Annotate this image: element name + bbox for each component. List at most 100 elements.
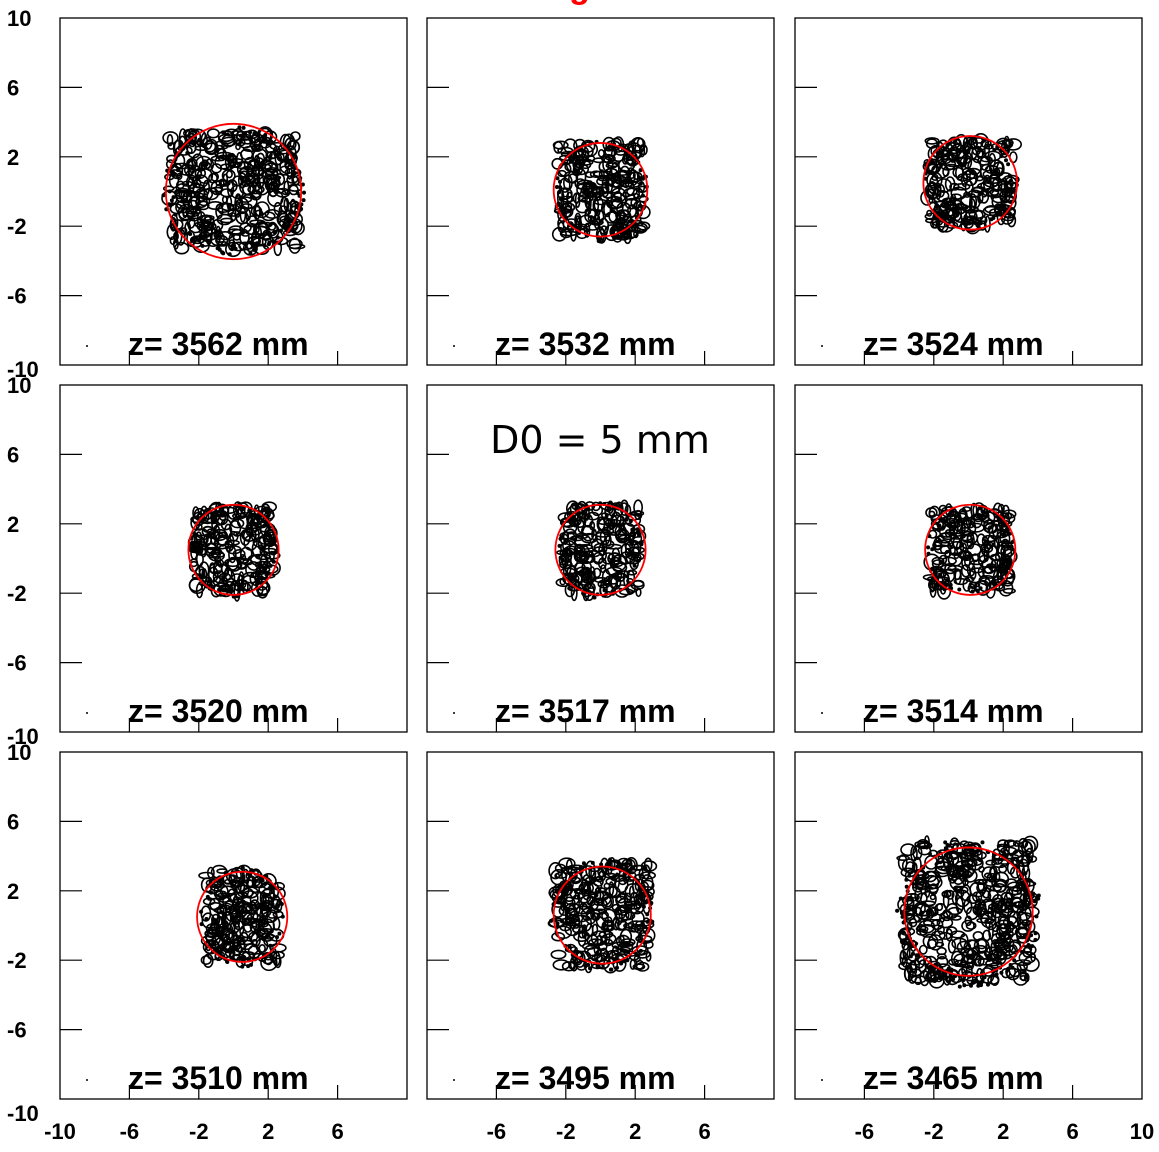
contour-mark bbox=[991, 900, 1007, 914]
contour-mark bbox=[583, 882, 600, 896]
contour-mark bbox=[254, 571, 268, 585]
contour-mark bbox=[225, 241, 242, 258]
contour-dot bbox=[185, 151, 190, 155]
contour-mark bbox=[590, 930, 608, 947]
contour-dot bbox=[1024, 887, 1028, 892]
contour-mark bbox=[918, 944, 928, 955]
contour-mark bbox=[1003, 892, 1014, 907]
contour-mark bbox=[165, 159, 176, 170]
contour-dot bbox=[268, 943, 273, 948]
contour-mark bbox=[201, 215, 215, 231]
contour-dot bbox=[238, 133, 243, 138]
contour-mark bbox=[971, 553, 980, 563]
contour-dot bbox=[194, 236, 199, 240]
contour-mark bbox=[986, 906, 995, 919]
contour-dot bbox=[560, 557, 565, 562]
contour-dot bbox=[301, 198, 306, 203]
contour-dot bbox=[1032, 899, 1037, 904]
contour-mark bbox=[204, 142, 219, 156]
contour-mark bbox=[220, 928, 235, 946]
contour-dot bbox=[645, 919, 650, 924]
contour-dot bbox=[564, 559, 569, 564]
contour-dot bbox=[1009, 852, 1014, 857]
contour-dot bbox=[985, 511, 990, 516]
contour-dot bbox=[266, 523, 270, 528]
contour-mark bbox=[1004, 933, 1012, 944]
contour-mark bbox=[606, 196, 623, 203]
contour-dot bbox=[943, 846, 948, 851]
contour-dot bbox=[197, 237, 202, 242]
x-tick-label: -2 bbox=[556, 1119, 576, 1144]
contour-dot bbox=[247, 136, 252, 141]
contour-mark bbox=[601, 539, 615, 549]
contour-mark bbox=[645, 951, 652, 962]
contour-dot bbox=[992, 148, 997, 153]
contour-mark bbox=[247, 184, 265, 195]
contour-mark bbox=[617, 209, 625, 220]
contour-mark bbox=[238, 571, 245, 587]
corner-dot bbox=[86, 345, 88, 347]
contour-dot bbox=[935, 154, 940, 159]
contour-dot bbox=[264, 573, 269, 577]
contour-dot bbox=[248, 130, 252, 135]
panel-frame bbox=[794, 384, 1143, 733]
panel-label: z= 3517 mm bbox=[495, 693, 676, 729]
contour-dot bbox=[216, 245, 221, 250]
panel-label: z= 3520 mm bbox=[128, 693, 309, 729]
contour-dot bbox=[555, 176, 560, 181]
contour-dot bbox=[1029, 933, 1034, 938]
contour-dot bbox=[573, 155, 577, 159]
contour-dot bbox=[240, 865, 245, 870]
contour-dot bbox=[609, 967, 614, 972]
contour-dot bbox=[1007, 531, 1012, 536]
contour-dot bbox=[933, 569, 938, 574]
contour-dot bbox=[643, 940, 648, 945]
contour-dot bbox=[562, 564, 567, 569]
contour-mark bbox=[246, 215, 259, 228]
contour-mark bbox=[282, 133, 296, 150]
contour-mark bbox=[966, 543, 982, 556]
contour-dot bbox=[262, 243, 267, 248]
contour-dot bbox=[971, 220, 976, 225]
contour-dot bbox=[175, 168, 180, 173]
contour-mark bbox=[592, 908, 608, 915]
contour-mark bbox=[572, 163, 590, 176]
fit-circle bbox=[552, 142, 649, 238]
contour-mark bbox=[210, 551, 225, 558]
contour-mark bbox=[966, 531, 979, 545]
contour-dot bbox=[268, 563, 273, 568]
contour-mark bbox=[1002, 587, 1016, 594]
contour-dot bbox=[943, 840, 948, 845]
contour-dot bbox=[221, 251, 226, 256]
contour-dot bbox=[230, 956, 235, 961]
y-tick-label: -6 bbox=[7, 651, 27, 676]
contour-mark bbox=[913, 906, 923, 923]
contour-mark bbox=[202, 953, 214, 968]
contour-mark bbox=[279, 165, 291, 176]
contour-dot bbox=[642, 900, 647, 905]
contour-mark bbox=[558, 857, 576, 870]
contour-dot bbox=[265, 530, 270, 535]
contour-dot bbox=[1012, 188, 1017, 193]
fit-circle bbox=[196, 870, 289, 963]
contour-mark bbox=[593, 212, 601, 230]
contour-mark bbox=[290, 221, 305, 236]
y-tick-label: 10 bbox=[7, 6, 31, 31]
contour-dot bbox=[558, 185, 563, 190]
contour-dot bbox=[200, 243, 205, 248]
contour-mark bbox=[249, 917, 258, 933]
contour-mark bbox=[221, 569, 236, 587]
x-tick-label: -6 bbox=[120, 1119, 140, 1144]
y-tick-label: 2 bbox=[7, 145, 19, 170]
contour-dot bbox=[638, 177, 643, 182]
contour-dot bbox=[207, 579, 212, 584]
panel-label: z= 3465 mm bbox=[863, 1060, 1044, 1096]
contour-mark bbox=[569, 887, 586, 900]
contour-dot bbox=[1027, 878, 1032, 883]
contour-mark bbox=[967, 158, 982, 176]
contour-mark bbox=[961, 948, 978, 964]
contour-mark bbox=[911, 881, 924, 893]
contour-mark bbox=[588, 566, 596, 583]
contour-mark bbox=[960, 517, 971, 533]
contour-dot bbox=[567, 944, 572, 949]
